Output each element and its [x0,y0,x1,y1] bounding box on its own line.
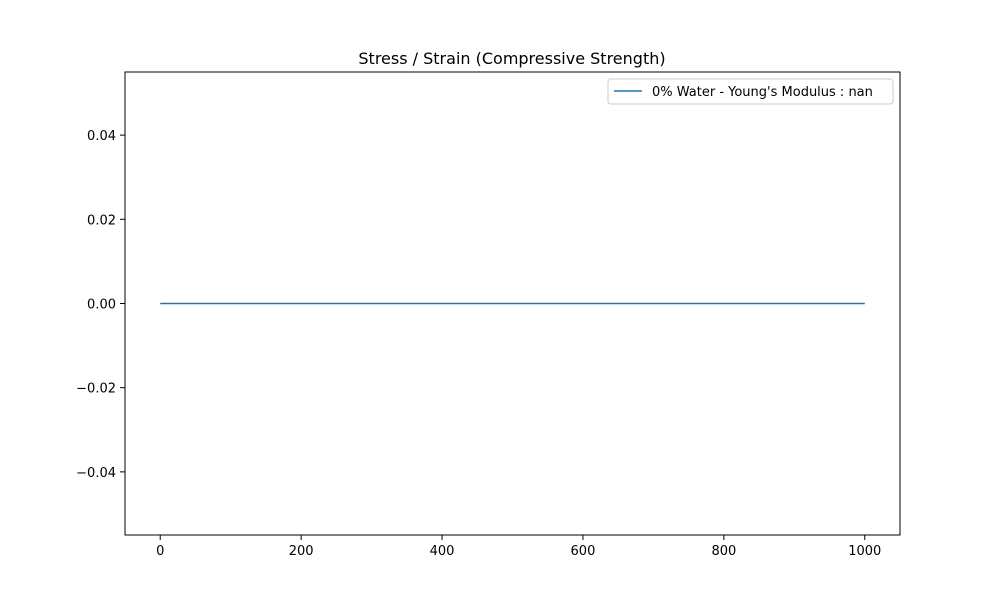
x-tick-label: 0 [156,544,164,559]
legend: 0% Water - Young's Modulus : nan [607,78,894,105]
legend-label: 0% Water - Young's Modulus : nan [652,85,873,100]
y-tick-label: 0.04 [87,129,116,144]
y-tick-label: 0.02 [87,213,116,228]
x-tick-label: 600 [571,544,596,559]
y-tick-label: −0.04 [76,466,116,481]
legend-box [607,78,894,105]
x-tick-label: 200 [289,544,314,559]
x-tick-label: 800 [711,544,736,559]
x-tick-label: 1000 [848,544,881,559]
y-tick-label: −0.02 [76,382,116,397]
x-axis: 0 200 400 600 800 1000 [156,535,881,559]
chart-title: Stress / Strain (Compressive Strength) [358,49,665,68]
y-tick-label: 0.00 [87,298,116,313]
y-axis: 0.04 0.02 0.00 −0.02 −0.04 [76,129,125,481]
plot-frame [124,71,901,536]
x-tick-label: 400 [430,544,455,559]
